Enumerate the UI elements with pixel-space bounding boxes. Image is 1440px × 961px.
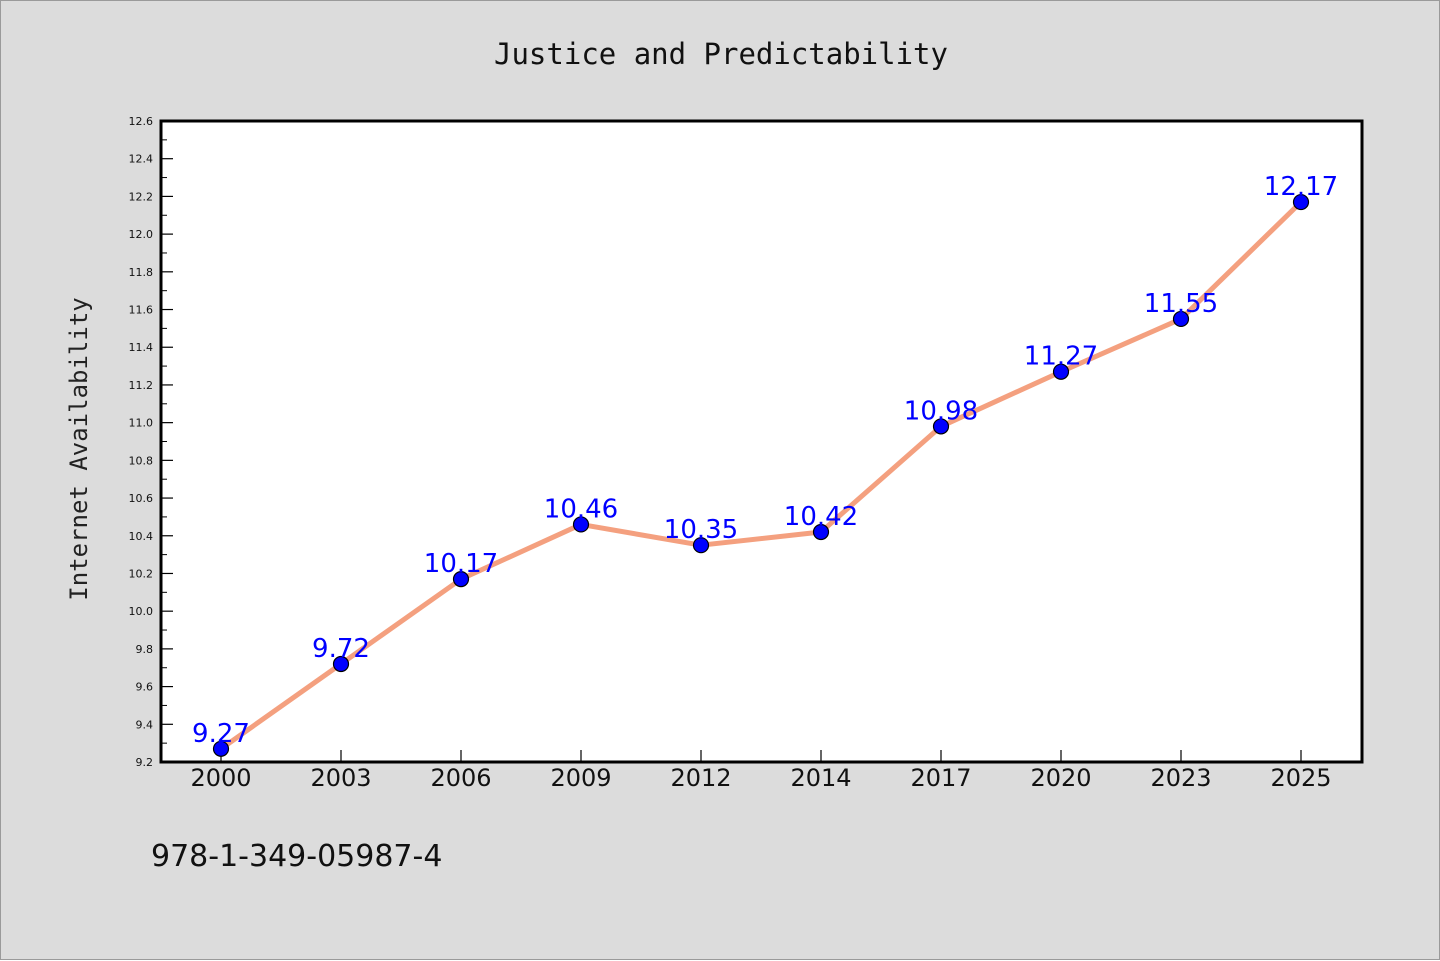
y-tick-label: 10.6 [129, 492, 154, 505]
y-tick-label: 11.2 [129, 379, 154, 392]
data-labels-layer: 9.27 9.72 10.17 10.46 10.35 10.42 10.98 11.27 11… [192, 172, 1338, 749]
y-tick-label: 9.4 [136, 718, 154, 731]
y-tick-label: 12.6 [129, 115, 154, 128]
data-label: 10.35 [664, 515, 738, 545]
y-axis-ticks: 9.2 9.4 9.6 9.8 10.0 10.2 10.4 10.6 10.8 11.0 11.2… [129, 115, 173, 769]
x-tick-label: 2003 [310, 764, 371, 792]
y-tick-label: 11.6 [129, 304, 154, 317]
data-label: 12.17 [1264, 172, 1338, 202]
data-point [332, 655, 350, 673]
x-tick-label: 2020 [1030, 764, 1091, 792]
y-tick-label: 12.0 [129, 228, 154, 241]
x-tick-label: 2012 [670, 764, 731, 792]
y-tick-label: 12.4 [129, 153, 154, 166]
data-point [1172, 310, 1190, 328]
data-point [812, 523, 830, 541]
x-tick-label: 2009 [550, 764, 611, 792]
data-label: 10.46 [544, 494, 618, 524]
data-point [452, 571, 470, 588]
data-label: 10.17 [424, 549, 498, 579]
y-tick-label: 10.4 [129, 530, 154, 543]
data-label: 9.27 [192, 719, 250, 749]
data-point [692, 537, 710, 554]
data-point [572, 516, 590, 533]
x-tick-label: 2006 [430, 764, 491, 792]
x-tick-label: 2000 [190, 764, 251, 792]
y-tick-label: 9.2 [136, 756, 154, 769]
x-axis-ticks: 2000 2003 2006 2009 2012 2014 2017 2020 2023 2025 [190, 750, 1332, 792]
y-tick-label: 11.0 [129, 417, 154, 430]
y-tick-label: 9.6 [136, 681, 154, 694]
y-tick-label: 10.2 [129, 567, 154, 580]
data-point [212, 740, 230, 757]
x-tick-label: 2025 [1270, 764, 1331, 792]
data-label: 10.42 [784, 502, 858, 532]
plot-area [159, 119, 1364, 764]
series-layer [212, 193, 1310, 757]
data-label: 10.98 [904, 396, 978, 426]
x-tick-label: 2023 [1150, 764, 1211, 792]
y-tick-label: 12.2 [129, 190, 154, 203]
y-tick-label: 10.0 [129, 605, 154, 618]
y-tick-label: 9.8 [136, 643, 154, 656]
series-line [218, 199, 1304, 752]
y-tick-label: 11.4 [129, 341, 154, 354]
x-tick-label: 2017 [910, 764, 971, 792]
y-axis-label: Internet Availability [65, 297, 93, 600]
isbn-footnote: 978-1-349-05987-4 [151, 839, 442, 874]
x-tick-label: 2014 [790, 764, 851, 792]
data-point [1052, 363, 1070, 380]
data-label: 9.72 [312, 634, 370, 664]
data-point [1292, 193, 1310, 211]
y-tick-label: 11.8 [129, 266, 154, 279]
chart-title: Justice and Predictability [494, 37, 948, 71]
data-label: 11.27 [1024, 342, 1098, 372]
y-tick-label: 10.8 [129, 454, 154, 467]
data-label: 11.55 [1144, 289, 1218, 319]
data-point [932, 418, 950, 435]
